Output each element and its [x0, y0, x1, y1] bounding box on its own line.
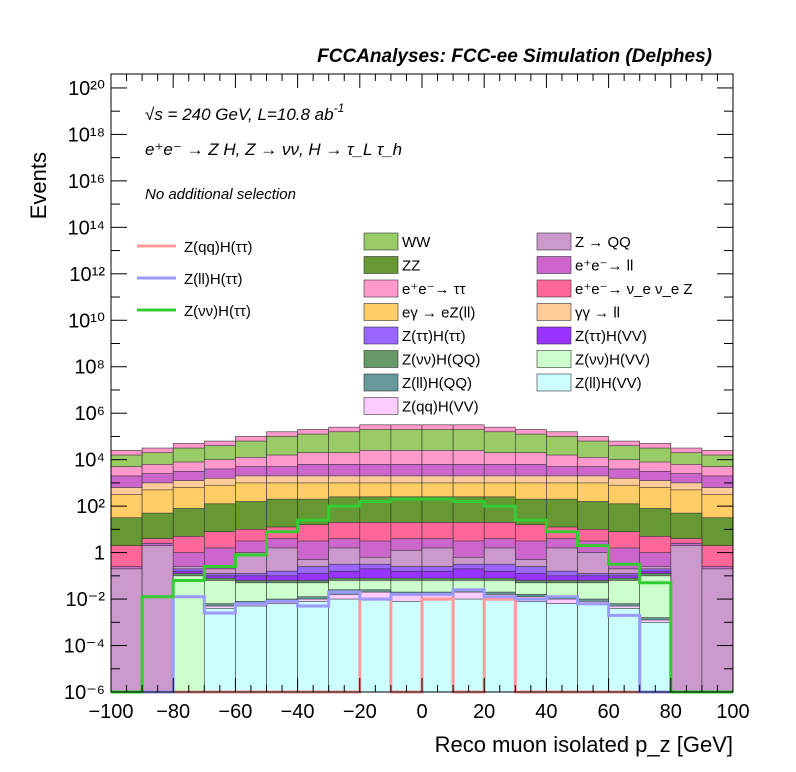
y-tick-label: 10⁶: [75, 403, 105, 425]
bar: [235, 605, 267, 693]
bar: [608, 608, 640, 693]
legend-label: WW: [402, 234, 431, 251]
legend-swatch-z-h-vv: [536, 326, 572, 345]
legend-swatch-ww: [363, 232, 399, 251]
signal-line-z-ll-h: [111, 588, 733, 694]
legend-label: Z(qq)H(ττ): [184, 239, 253, 256]
y-tick-label: 10²: [76, 496, 105, 518]
x-tick-label: −60: [218, 701, 252, 723]
legend-label: Z(ll)H(QQ): [402, 375, 472, 392]
legend-swatch-ll: [536, 303, 572, 321]
header-title: FCCAnalyses: FCC-ee Simulation (Delphes): [317, 46, 712, 67]
selection-label: No additional selection: [145, 186, 296, 203]
process-label: e⁺e⁻ → Z H, Z → νν, H → τ_L τ_h: [145, 140, 402, 159]
y-tick-label: 1: [94, 543, 105, 565]
legend-label: Z(qq)H(VV): [402, 399, 479, 416]
bar: [452, 598, 485, 693]
energy-label: √s = 240 GeV, L=10.8 ab-1: [145, 101, 344, 124]
bar: [483, 598, 516, 693]
x-tick-label: −100: [88, 701, 133, 723]
y-tick-label: 10⁴: [74, 450, 105, 472]
y-tick-label: 10²⁰: [68, 78, 105, 100]
bar: [141, 545, 174, 693]
legend-label: Z(ττ)H(VV): [575, 328, 647, 345]
legend-swatch-z-qq: [536, 232, 572, 251]
y-tick-label: 10¹⁰: [68, 310, 105, 332]
bar: [297, 601, 330, 693]
legend-label: e⁺e⁻→ ll: [575, 258, 633, 275]
bar: [670, 545, 703, 693]
y-tick-label: 10¹⁶: [68, 171, 105, 193]
bar: [701, 568, 734, 693]
bar: [421, 598, 454, 693]
legend-label: e⁺e⁻→ ττ: [402, 281, 466, 298]
legend-label: eγ → eZ(ll): [402, 305, 475, 322]
legend-swatch-z-h: [363, 326, 399, 345]
y-axis-title: Events: [26, 152, 51, 219]
bar: [266, 603, 298, 693]
y-tick-label: 10⁻⁴: [64, 636, 105, 658]
x-tick-label: 20: [473, 701, 495, 723]
y-tick-label: 10¹⁸: [68, 124, 105, 146]
legend-label: Z(ll)H(ττ): [184, 271, 243, 288]
legend-label: Z → QQ: [575, 234, 631, 251]
legend-swatch-e-e-ll: [536, 256, 572, 274]
y-tick-label: 10⁻⁶: [64, 682, 105, 704]
legend: Z(qq)H(ττ) Z(ll)H(ττ) Z(νν)H(ττ) WW ZZ e⁺e⁻→ …: [137, 232, 693, 416]
legend-label: Z(ll)H(VV): [575, 375, 642, 392]
y-tick-label: 10⁸: [74, 357, 105, 379]
x-tick-label: 40: [535, 701, 557, 723]
legend-swatch-e-ez-ll: [363, 303, 399, 321]
x-tick-label: 100: [716, 701, 749, 723]
legend-label: Z(νν)H(ττ): [184, 303, 251, 320]
legend-swatch-z-qq-h-vv: [363, 397, 399, 415]
y-tick-label: 10⁻²: [66, 589, 106, 611]
x-tick-label: −80: [156, 701, 190, 723]
background-stack: [110, 424, 734, 693]
signal-line-z-h: [111, 497, 733, 694]
x-tick-label: 80: [660, 701, 682, 723]
bar: [110, 568, 143, 693]
legend-swatch-e-e-e-e-z: [536, 279, 572, 298]
legend-swatch-z-ll-h-vv: [536, 373, 572, 392]
bar: [514, 601, 547, 693]
bar: [359, 598, 392, 693]
bar: [639, 622, 672, 693]
legend-label: e⁺e⁻→ ν_e ν_e Z: [575, 281, 693, 298]
bar: [390, 601, 423, 693]
bar: [577, 603, 609, 693]
stack-z-ll-h-vv: [204, 598, 672, 693]
x-tick-label: −40: [281, 701, 315, 723]
legend-label: ZZ: [402, 258, 420, 275]
legend-swatch-e-e: [363, 279, 399, 298]
legend-label: γγ → ll: [575, 305, 620, 322]
x-axis-title: Reco muon isolated p_z [GeV]: [435, 732, 733, 757]
legend-swatch-z-ll-h-qq: [363, 373, 399, 392]
legend-swatch-z-h-qq: [363, 350, 399, 368]
axes: −100 −80 −60 −40 −20 0 20 40 60 80 100 10⁻⁶ 10⁻⁴ 10⁻²…: [64, 73, 750, 723]
x-tick-label: 0: [416, 701, 427, 723]
legend-swatch-zz: [363, 256, 399, 274]
legend-label: Z(νν)H(VV): [575, 352, 650, 369]
y-tick-label: 10¹⁴: [68, 217, 106, 239]
bar: [172, 575, 205, 693]
legend-label: Z(ττ)H(ττ): [402, 328, 466, 345]
x-tick-label: −20: [343, 701, 377, 723]
x-tick-label: 60: [597, 701, 619, 723]
bar: [328, 598, 361, 693]
legend-label: Z(νν)H(QQ): [402, 352, 480, 369]
legend-swatch-z-h-vv: [536, 350, 572, 368]
bar: [546, 603, 578, 693]
bar: [204, 608, 236, 693]
y-tick-label: 10¹²: [69, 264, 105, 286]
